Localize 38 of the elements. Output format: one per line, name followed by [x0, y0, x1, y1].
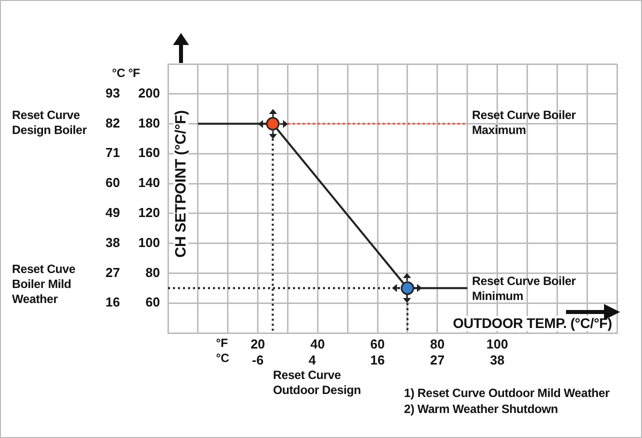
text: Reset Cuve Boiler Mild Weather — [12, 262, 76, 307]
y-tick-label: 100 — [138, 234, 160, 250]
text: °C — [216, 351, 230, 366]
y2-tick-label: 38 — [106, 234, 120, 250]
x2-tick-label: 4 — [308, 352, 317, 368]
x-tick-label: 100 — [486, 336, 508, 352]
y2-tick-label: 27 — [106, 264, 120, 280]
y2-tick-label: 49 — [106, 205, 120, 220]
y-tick-label: 180 — [138, 115, 160, 130]
x2-tick-label: 16 — [370, 352, 385, 368]
y2-tick-label: 93 — [106, 85, 120, 100]
text: °F — [216, 336, 229, 351]
y-tick-label: 160 — [138, 145, 160, 160]
annotation: Reset Curve Boiler Maximum — [472, 108, 577, 138]
x-axis-title: OUTDOOR TEMP. (°C/°F) — [450, 315, 614, 331]
y2-tick-label: 71 — [106, 145, 120, 160]
y2-tick-label: 60 — [106, 175, 120, 190]
text: 1) Reset Curve Outdoor Mild Weather — [404, 386, 610, 401]
y-tick-label: 200 — [138, 85, 160, 100]
y-tick-label: 140 — [138, 175, 160, 190]
x-tick-label: 40 — [310, 336, 325, 352]
y2-tick-label: 16 — [106, 294, 120, 310]
y-tick-label: 120 — [138, 205, 160, 220]
x-tick-label: 60 — [370, 336, 385, 352]
x-tick-label: 80 — [430, 336, 445, 352]
x-tick-label: 20 — [250, 336, 266, 352]
text: Reset Curve Outdoor Design — [273, 368, 362, 398]
y-tick-label: 60 — [146, 294, 160, 310]
x2-tick-label: -6 — [252, 352, 264, 368]
y-tick-label: 80 — [146, 264, 160, 280]
y2-tick-label: 82 — [106, 115, 120, 130]
text: Reset Curve Design Boiler — [12, 108, 87, 137]
text: °C °F — [112, 66, 141, 81]
y-axis-title: CH SETPOINT (°C/°F) — [172, 108, 190, 260]
x2-tick-label: 38 — [490, 352, 504, 368]
annotation: Reset Curve Boiler Minimum — [472, 274, 577, 304]
x2-tick-label: 27 — [430, 352, 445, 368]
text: 2) Warm Weather Shutdown — [404, 402, 559, 417]
